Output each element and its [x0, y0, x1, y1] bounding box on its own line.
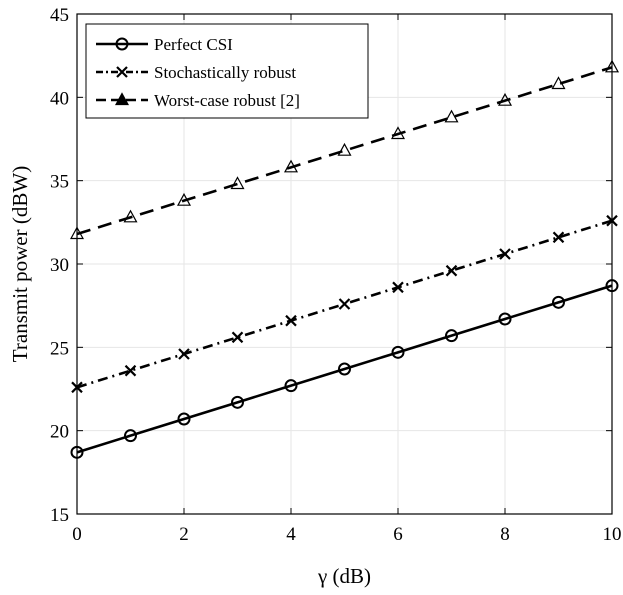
x-tick-label: 4: [286, 524, 296, 545]
data-point-triangle: [176, 192, 192, 206]
data-point-triangle: [283, 159, 299, 173]
data-point-triangle: [390, 126, 406, 140]
legend-label: Perfect CSI: [154, 35, 233, 54]
y-tick-label: 20: [50, 422, 69, 443]
data-point-circle: [115, 37, 129, 51]
x-axis-label: γ (dB): [317, 564, 371, 588]
series-0: [70, 279, 619, 459]
data-point-x: [552, 231, 565, 244]
data-point-circle: [124, 429, 137, 443]
x-tick-label: 0: [72, 524, 82, 545]
data-point-x: [392, 281, 404, 294]
y-tick-label: 25: [50, 338, 69, 359]
data-point-triangle: [444, 109, 459, 123]
legend-item: Stochastically robust: [96, 63, 296, 82]
legend-items: Perfect CSI Stochastically robust Worst-ca…: [96, 35, 300, 110]
data-point-circle: [391, 345, 405, 359]
data-point-x: [499, 248, 511, 260]
data-point-circle: [338, 362, 351, 376]
x-tick-label: 8: [500, 524, 510, 545]
data-point-triangle: [230, 176, 245, 190]
y-tick-label: 30: [50, 255, 69, 276]
data-point-x: [124, 364, 137, 377]
data-point-x: [338, 298, 351, 310]
y-tick-label: 15: [50, 505, 69, 526]
data-point-circle: [177, 412, 191, 426]
axis-ticks: 0 2 4 6 8 10 15 20 25 30 35 40 45: [50, 5, 622, 545]
y-tick-label: 35: [50, 172, 69, 193]
legend-item: Perfect CSI: [96, 35, 233, 54]
data-point-circle: [284, 379, 298, 393]
legend-label: Stochastically robust: [154, 63, 296, 82]
series-line: [76, 284, 613, 454]
data-point-triangle: [123, 209, 138, 223]
data-point-circle: [552, 295, 565, 309]
y-axis-label: Transmit power (dBW): [8, 166, 32, 362]
data-point-triangle: [551, 76, 566, 90]
data-point-triangle: [337, 142, 352, 156]
legend-label: Worst-case robust [2]: [154, 91, 300, 110]
legend-item: Worst-case robust [2]: [96, 91, 300, 110]
y-tick-label: 45: [50, 5, 69, 26]
x-tick-label: 10: [603, 524, 622, 545]
legend: Perfect CSI Stochastically robust Worst-ca…: [85, 23, 369, 119]
data-point-circle: [231, 395, 244, 409]
data-point-triangle: [497, 92, 513, 106]
data-point-x: [285, 314, 297, 327]
series-1: [71, 214, 618, 394]
data-point-x: [116, 66, 128, 78]
x-tick-label: 6: [393, 524, 403, 545]
y-tick-label: 40: [50, 88, 69, 109]
data-point-circle: [498, 312, 512, 326]
data-point-x: [231, 331, 244, 344]
x-tick-label: 2: [179, 524, 189, 545]
data-point-x: [178, 348, 190, 360]
plot-series: [69, 59, 620, 459]
data-point-x: [445, 264, 458, 277]
series-line: [76, 66, 613, 236]
data-point-circle: [445, 329, 458, 343]
data-point-triangle: [114, 92, 130, 106]
